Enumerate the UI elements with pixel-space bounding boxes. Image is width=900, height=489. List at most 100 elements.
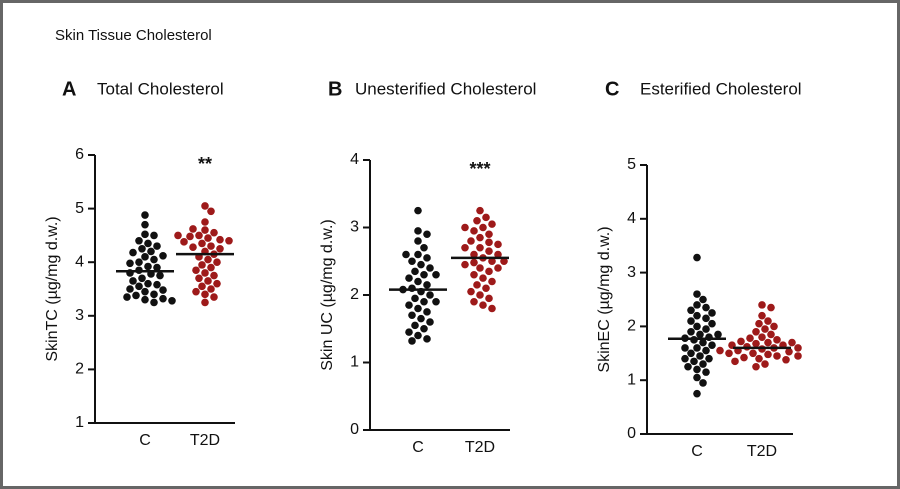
data-point bbox=[708, 341, 716, 350]
data-point bbox=[740, 353, 748, 362]
data-point bbox=[414, 206, 422, 215]
data-point bbox=[764, 338, 772, 347]
data-point bbox=[216, 235, 224, 244]
data-point bbox=[201, 218, 209, 226]
data-point bbox=[714, 330, 722, 339]
data-point bbox=[485, 238, 493, 247]
data-point bbox=[702, 325, 710, 333]
data-point bbox=[461, 243, 469, 252]
data-point bbox=[705, 354, 713, 363]
data-point bbox=[402, 250, 410, 259]
data-point bbox=[192, 266, 200, 275]
data-point bbox=[432, 297, 440, 306]
data-point bbox=[690, 357, 698, 366]
data-point bbox=[150, 298, 158, 307]
data-point bbox=[426, 264, 434, 272]
significance: ** bbox=[198, 154, 212, 174]
data-point bbox=[752, 362, 760, 371]
data-point bbox=[156, 271, 164, 280]
data-point bbox=[150, 290, 158, 299]
data-point bbox=[716, 346, 724, 355]
data-point bbox=[693, 301, 701, 309]
y-tick-label: 4 bbox=[75, 253, 84, 270]
data-point bbox=[482, 213, 490, 222]
data-point bbox=[752, 327, 760, 336]
data-point bbox=[216, 245, 224, 253]
data-point bbox=[479, 274, 487, 282]
data-point bbox=[681, 354, 689, 363]
data-point bbox=[699, 379, 707, 387]
data-point bbox=[500, 257, 508, 266]
y-tick-label: 4 bbox=[627, 210, 636, 227]
data-point bbox=[473, 281, 481, 289]
data-point bbox=[207, 242, 215, 250]
data-point bbox=[144, 239, 152, 248]
data-point bbox=[414, 304, 422, 313]
data-point bbox=[405, 328, 413, 336]
data-point bbox=[423, 281, 431, 289]
data-point bbox=[204, 234, 212, 242]
data-point bbox=[494, 240, 502, 249]
data-point bbox=[485, 294, 493, 303]
data-point bbox=[461, 260, 469, 269]
data-point bbox=[135, 236, 143, 245]
data-point bbox=[470, 258, 478, 267]
data-point bbox=[417, 260, 425, 269]
data-point bbox=[485, 230, 493, 239]
data-point bbox=[767, 303, 775, 312]
data-point bbox=[470, 270, 478, 279]
data-point bbox=[198, 282, 206, 291]
panel-title: Total Cholesterol bbox=[97, 79, 224, 98]
data-point bbox=[785, 347, 793, 356]
data-point bbox=[488, 304, 496, 313]
y-tick-label: 3 bbox=[75, 307, 84, 324]
data-point bbox=[420, 243, 428, 252]
data-point bbox=[225, 236, 233, 245]
data-point bbox=[414, 237, 422, 245]
y-axis-label: Skin UC (µg/mg d.w.) bbox=[319, 219, 336, 370]
data-point bbox=[420, 297, 428, 306]
data-point bbox=[708, 309, 716, 317]
data-point bbox=[731, 357, 739, 366]
data-point bbox=[699, 360, 707, 368]
data-point bbox=[141, 287, 149, 296]
data-point bbox=[414, 277, 422, 286]
data-point bbox=[687, 317, 695, 325]
y-tick-label: 5 bbox=[627, 156, 636, 173]
data-point bbox=[186, 232, 194, 241]
data-point bbox=[141, 211, 149, 219]
data-point bbox=[408, 311, 416, 320]
data-point bbox=[411, 321, 419, 330]
x-tick-label: C bbox=[412, 439, 424, 456]
data-point bbox=[681, 344, 689, 352]
data-point bbox=[761, 360, 769, 368]
data-point bbox=[699, 338, 707, 347]
data-point bbox=[126, 259, 134, 268]
data-point bbox=[141, 295, 149, 304]
y-axis-label: SkinEC (µg/mg d.w.) bbox=[596, 226, 613, 372]
data-point bbox=[147, 247, 155, 256]
data-point bbox=[693, 253, 701, 262]
data-point bbox=[693, 322, 701, 331]
panel-letter: C bbox=[605, 78, 619, 100]
data-point bbox=[702, 368, 710, 376]
data-point bbox=[138, 245, 146, 253]
data-point bbox=[126, 285, 134, 293]
data-point bbox=[476, 291, 484, 299]
data-point bbox=[423, 308, 431, 316]
data-point bbox=[725, 349, 733, 358]
data-point bbox=[687, 327, 695, 336]
data-point bbox=[696, 330, 704, 339]
data-point bbox=[144, 279, 152, 288]
data-point bbox=[198, 239, 206, 248]
data-point bbox=[207, 285, 215, 293]
data-point bbox=[141, 220, 149, 229]
figure-title: Skin Tissue Cholesterol bbox=[55, 27, 212, 44]
data-point bbox=[476, 264, 484, 272]
x-tick-label: T2D bbox=[747, 443, 777, 460]
data-point bbox=[174, 231, 182, 240]
data-point bbox=[201, 290, 209, 299]
data-point bbox=[210, 271, 218, 280]
data-point bbox=[135, 258, 143, 267]
data-point bbox=[423, 335, 431, 343]
